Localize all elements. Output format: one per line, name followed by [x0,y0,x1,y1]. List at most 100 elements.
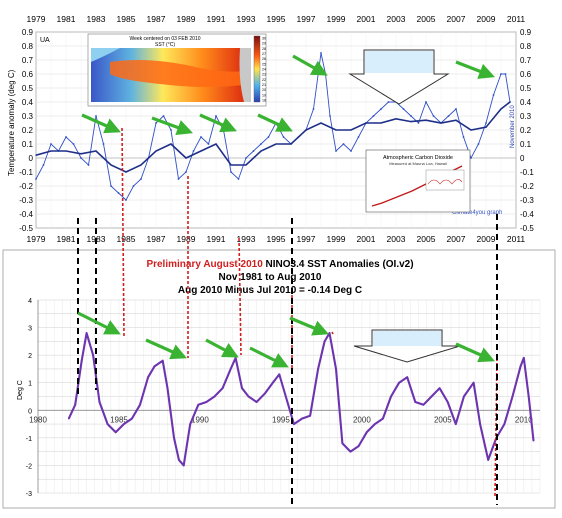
bottom-x-tick-label: 1990 [191,415,209,424]
top-monthly-point [267,136,270,138]
bottom-nino34-point [292,423,295,425]
red-connector-line [238,237,242,356]
bottom-nino34-point [422,403,425,406]
bottom-nino34-point [390,395,392,398]
bottom-nino34-point [373,423,376,425]
bottom-nino34-point [166,387,169,390]
top-x-tick-label-lower: 1993 [237,234,256,244]
top-smoothed-point [395,118,397,120]
top-x-tick-label-upper: 1985 [117,14,136,24]
top-y-tick-label-right: -0.2 [520,182,534,191]
top-monthly-point [312,108,315,110]
sst-land-patch [239,48,251,102]
bottom-nino34-point [446,401,449,403]
top-monthly-point [500,73,502,75]
bottom-nino34-point [241,387,243,390]
top-y-tick-label-left: -0.1 [19,168,33,177]
co2-mini-curve [427,179,463,185]
top-y-tick-label-right: -0.1 [520,168,534,177]
top-smoothed-point [500,108,502,110]
top-x-ticks-upper: 1979 1981 1983 1985 1987 1989 1991 1993 1995 1997… [27,14,526,24]
bottom-nino34-point [284,395,287,398]
bottom-nino34-point [398,381,401,384]
bottom-nino34-point [153,365,156,368]
top-smoothed-point [80,153,82,155]
green-arrow [81,113,121,134]
sst-colorbar-label: 20 [262,88,266,92]
top-x-tick-label-upper: 1995 [267,14,286,24]
bottom-x-tick-label: 1985 [110,415,128,424]
red-connector-line [331,331,334,335]
bottom-nino34-point [532,439,535,442]
sst-warm-tongue [110,60,250,87]
bottom-nino34-point [317,368,320,370]
co2-inset-title: Atmospheric Carbon Dioxide [383,155,453,161]
top-monthly-point [455,108,457,110]
bottom-nino34-point [522,357,525,359]
top-y-tick-label-right: 0 [520,154,525,163]
top-y-tick-label-left: 0.2 [22,126,34,135]
bottom-big-arrow [353,329,461,363]
bottom-nino34-point [85,332,88,334]
top-y-tick-label-right: 0.3 [520,112,532,121]
bottom-nino34-point [189,423,192,425]
bottom-nino34-point [67,417,70,420]
bottom-nino34-point [335,368,337,370]
sst-colorbar-label: 25 [262,62,266,66]
top-monthly-point [117,192,120,194]
top-x-tick-label-lower: 1999 [327,234,346,244]
top-smoothed-point [365,122,367,124]
top-monthly-point [417,122,420,124]
top-monthly-point [200,136,202,138]
bottom-nino34-point [131,417,133,420]
bottom-nino34-point [382,417,384,420]
top-smoothed-point [275,143,277,145]
green-arrow [205,338,239,358]
bottom-x-tick-label: 2005 [434,415,452,424]
top-x-tick-label-lower: 2001 [357,234,376,244]
top-monthly-point [462,136,465,138]
top-smoothed-point [455,119,457,121]
sst-colorbar-label: 29 [262,42,266,46]
top-smoothed-point [350,129,352,131]
top-monthly-point [155,122,157,124]
top-smoothed-point [95,150,97,152]
top-y-tick-label-right: 0.8 [520,42,532,51]
bottom-nino34-point [406,376,409,379]
top-monthly-point [335,150,337,152]
top-monthly-point [35,178,37,180]
top-corner-label: UA [40,37,50,44]
bottom-nino34-point [92,354,94,357]
top-monthly-point [95,115,97,117]
top-temperature-chart: 1979 1981 1983 1985 1987 1989 1991 1993 1995 1997… [7,14,534,244]
top-monthly-point [140,178,142,180]
top-smoothed-point [185,157,187,159]
top-x-tick-label-lower: 2005 [417,234,436,244]
top-monthly-point [72,143,75,145]
top-monthly-point [357,136,360,138]
bottom-nino34-point [161,359,164,362]
bottom-y-tick-label: 2 [28,353,32,360]
top-x-tick-label-upper: 1981 [57,14,76,24]
top-y-tick-label-left: 0.3 [22,112,34,121]
sst-colorbar-label: 26 [262,57,266,61]
top-smoothed-point [305,129,307,131]
top-y-tick-label-left: 0.9 [22,28,34,37]
bottom-nino34-point [328,332,331,334]
bottom-y-tick-label: -3 [26,491,32,498]
green-arrow [249,346,289,368]
bottom-nino34-point [197,403,200,406]
bottom-nino34-point [454,423,457,425]
bottom-nino34-point [278,373,281,376]
top-x-tick-label-upper: 1997 [297,14,316,24]
top-y-tick-label-left: -0.5 [19,224,33,233]
bottom-nino34-point [323,340,326,343]
top-smoothed-point [35,154,37,156]
top-monthly-point [215,115,217,117]
top-monthly-point [350,150,352,152]
top-x-tick-label-lower: 1987 [147,234,166,244]
bottom-x-tick-label: 2000 [353,415,371,424]
top-monthly-point [110,185,112,187]
top-x-tick-label-upper: 1979 [27,14,46,24]
